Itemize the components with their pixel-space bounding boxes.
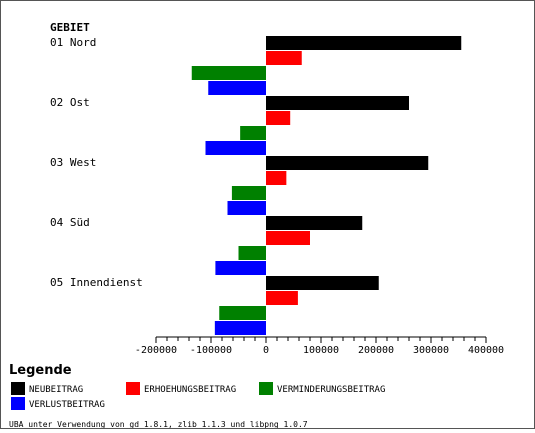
legend-label: ERHOEHUNGSBEITRAG bbox=[144, 385, 236, 395]
bar-verlustbeitrag bbox=[205, 141, 266, 155]
bar-verlustbeitrag bbox=[208, 81, 266, 95]
bar-verlustbeitrag bbox=[215, 261, 266, 275]
bar-neubeitrag bbox=[266, 36, 462, 50]
category-header: GEBIET bbox=[50, 21, 90, 34]
bar-verlustbeitrag bbox=[227, 201, 266, 215]
legend-label: NEUBEITRAG bbox=[29, 385, 83, 395]
x-tick-label: -200000 bbox=[135, 345, 177, 356]
x-tick-label: 100000 bbox=[303, 345, 339, 356]
bar-erhoehungsbeitrag bbox=[266, 111, 291, 125]
bar-verminderungsbeitrag bbox=[219, 306, 266, 320]
bar-erhoehungsbeitrag bbox=[266, 171, 287, 185]
category-label: 04 Süd bbox=[50, 216, 90, 229]
legend-label: VERMINDERUNGSBEITRAG bbox=[277, 385, 385, 395]
legend-swatch bbox=[11, 397, 25, 410]
category-label: 02 Ost bbox=[50, 96, 90, 109]
x-tick-label: 300000 bbox=[413, 345, 449, 356]
category-label: 05 Innendienst bbox=[50, 276, 143, 289]
category-label: 03 West bbox=[50, 156, 96, 169]
legend-swatch bbox=[11, 382, 25, 395]
bar-neubeitrag bbox=[266, 156, 429, 170]
bar-verminderungsbeitrag bbox=[191, 66, 266, 80]
x-tick-label: 0 bbox=[263, 345, 269, 356]
bar-neubeitrag bbox=[266, 96, 409, 110]
category-label: 01 Nord bbox=[50, 36, 96, 49]
bar-verminderungsbeitrag bbox=[240, 126, 266, 140]
x-tick-label: 400000 bbox=[468, 345, 504, 356]
bar-neubeitrag bbox=[266, 276, 379, 290]
bar-neubeitrag bbox=[266, 216, 363, 230]
bar-erhoehungsbeitrag bbox=[266, 51, 302, 65]
bar-verlustbeitrag bbox=[214, 321, 266, 335]
legend-label: VERLUSTBEITRAG bbox=[29, 400, 105, 410]
x-tick-label: -100000 bbox=[190, 345, 232, 356]
bar-erhoehungsbeitrag bbox=[266, 291, 298, 305]
bar-verminderungsbeitrag bbox=[231, 186, 266, 200]
legend-title: Legende bbox=[9, 363, 72, 378]
legend-swatch bbox=[126, 382, 140, 395]
x-tick-label: 200000 bbox=[358, 345, 394, 356]
bar-erhoehungsbeitrag bbox=[266, 231, 310, 245]
legend-swatch bbox=[259, 382, 273, 395]
bar-verminderungsbeitrag bbox=[238, 246, 266, 260]
footer-credit: UBA unter Verwendung von gd 1.8.1, zlib … bbox=[9, 420, 308, 428]
